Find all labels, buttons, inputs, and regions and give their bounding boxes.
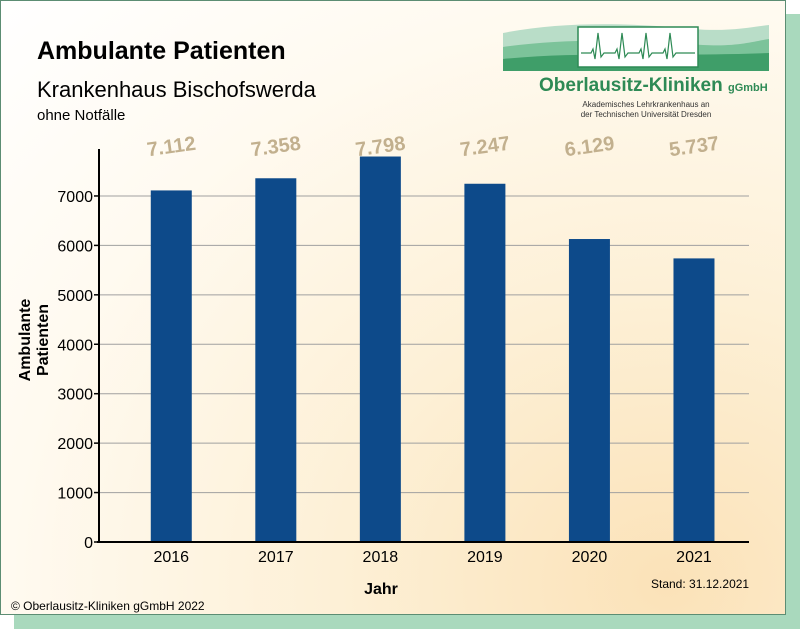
date-note: Stand: 31.12.2021 — [651, 577, 750, 591]
bar — [255, 178, 297, 543]
page-subtitle: Krankenhaus Bischofswerda — [37, 77, 316, 102]
y-tick-label: 7000 — [57, 189, 93, 206]
y-tick-label: 4000 — [57, 337, 93, 354]
y-tick-label: 1000 — [57, 486, 93, 503]
bar — [359, 156, 401, 542]
copyright-note: © Oberlausitz-Kliniken gGmbH 2022 — [11, 599, 205, 613]
chart-card: 7.112 7.358 7.798 7.247 6.129 5.737 0 1000 2000… — [0, 0, 786, 615]
bar — [464, 183, 506, 542]
heartbeat-line-icon — [581, 32, 695, 60]
logo-tagline-1: Akademisches Lehrkrankenhaus an — [582, 100, 710, 109]
x-tick-label: 2016 — [153, 549, 189, 566]
bar-value-label: 6.129 — [563, 133, 616, 162]
x-tick-label: 2019 — [467, 549, 503, 566]
bar-value-label: 7.247 — [459, 133, 512, 162]
logo-name: Oberlausitz-Kliniken gGmbH — [539, 75, 768, 96]
logo-tagline-2: der Technischen Universität Dresden — [580, 110, 712, 119]
x-axis-label: Jahr — [364, 581, 398, 598]
chart-svg: 7.112 7.358 7.798 7.247 6.129 5.737 010002000… — [57, 133, 749, 598]
y-tick-label: 0 — [84, 535, 93, 552]
bar-value-label: 7.358 — [250, 133, 303, 162]
y-tick-label: 2000 — [57, 436, 93, 453]
y-tick-label: 3000 — [57, 387, 93, 404]
page-title: Ambulante Patienten — [37, 37, 286, 65]
bar — [150, 190, 192, 542]
x-tick-label: 2018 — [363, 549, 399, 566]
x-tick-label: 2017 — [258, 549, 294, 566]
page-note: ohne Notfälle — [37, 107, 126, 124]
bar — [568, 239, 610, 543]
bar — [673, 258, 715, 542]
x-tick-label: 2020 — [572, 549, 608, 566]
bar-value-label: 7.112 — [146, 133, 198, 162]
logo-graphic — [503, 24, 769, 71]
y-tick-label: 5000 — [57, 288, 93, 305]
y-tick-label: 6000 — [57, 238, 93, 255]
x-tick-label: 2021 — [676, 549, 712, 566]
bar-value-label: 5.737 — [668, 133, 721, 162]
y-axis-label: Ambulante Patienten — [17, 298, 52, 382]
